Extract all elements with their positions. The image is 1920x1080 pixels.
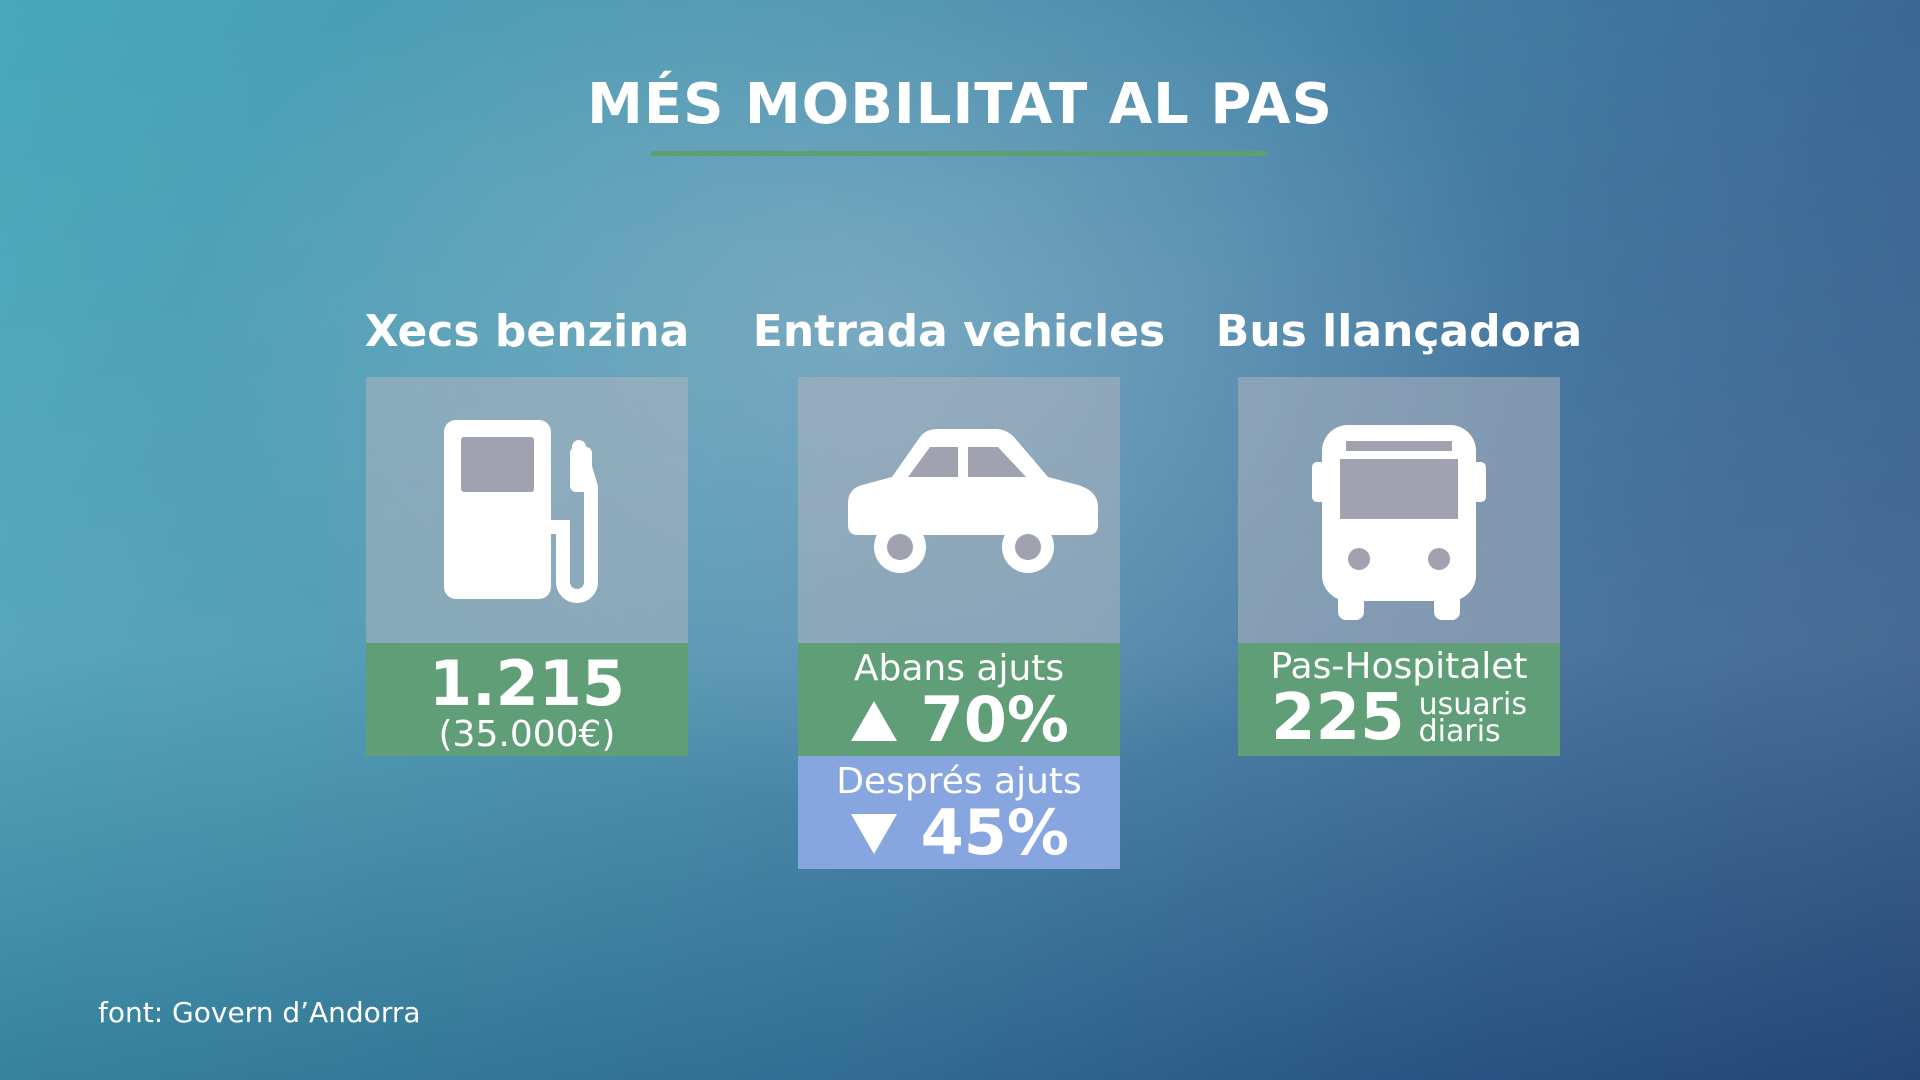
unit-line: usuaris [1418,687,1527,722]
stat-value: 70% [920,683,1069,756]
icon-panel [1238,377,1560,643]
fuel-pump-icon [444,420,598,603]
source: font: Govern d’Andorra [98,996,421,1029]
stat-label: Després ajuts [836,761,1082,802]
title-underline [651,151,1267,156]
column-heading: Xecs benzina [364,306,690,357]
title: MÉS MOBILITAT AL PAS [587,72,1333,137]
stat-row: 45% [798,802,1120,864]
icon-panel [366,377,688,643]
stat-value: 1.215 [428,647,626,720]
bus-icon [1312,425,1486,620]
stat-value: 225 [1271,681,1405,755]
column-heading: Bus llançadora [1215,306,1583,357]
stat-unit: usuaris diaris [1418,687,1527,749]
stat-panel: 1.215 (35.000€) [366,643,688,756]
stat-value: 45% [920,796,1069,869]
stat-detail: (35.000€) [438,714,616,755]
stat-label: Pas-Hospitalet [1270,646,1528,687]
stat-row: 225 usuaris diaris [1238,681,1560,755]
icon-panel [798,377,1120,643]
unit-line: diaris [1418,714,1501,749]
down-triangle [851,814,897,854]
column-heading: Entrada vehicles [752,306,1166,357]
stat-panel: Després ajuts 45% [798,756,1120,869]
stat-row: 70% [798,689,1120,751]
stat-panel: Pas-Hospitalet 225 usuaris diaris [1238,643,1560,756]
stat-panel: Abans ajuts 70% [798,643,1120,756]
up-triangle [851,701,897,741]
car-icon [848,429,1098,573]
stat-label: Abans ajuts [853,648,1065,689]
